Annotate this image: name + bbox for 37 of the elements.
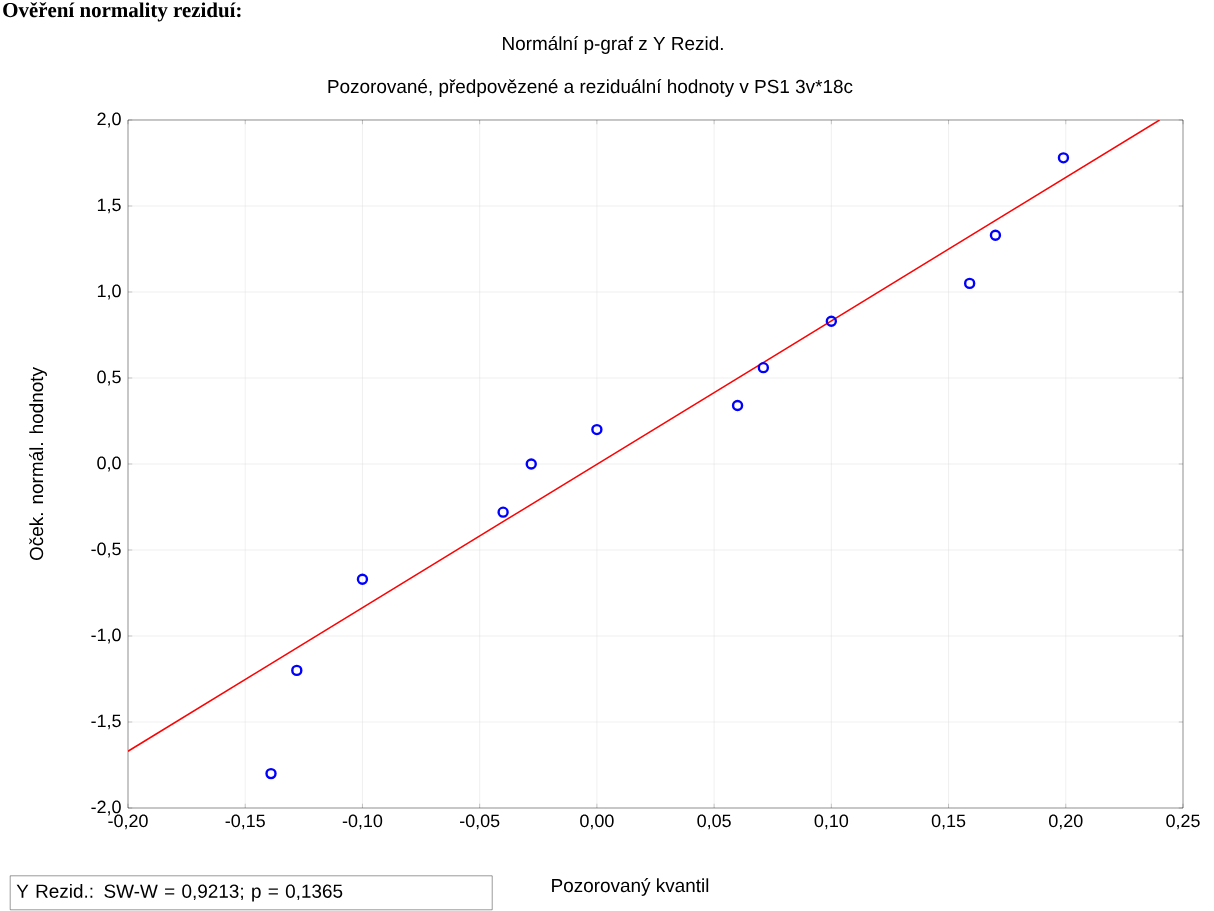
point — [757, 361, 770, 374]
x-tick-label: 0,00 — [580, 814, 614, 830]
point — [497, 506, 509, 518]
x-tick-label: -0,20 — [108, 814, 148, 830]
text: Y Rezid.: SW-W = 0,9213; p = 0,1365 — [16, 883, 343, 902]
y-tick-label: 0,0 — [97, 456, 121, 472]
x-tick-label: 0,15 — [931, 814, 966, 830]
chart-title: Normální p-graf z Y Rezid. — [503, 36, 723, 54]
x-axis-title: Pozorovaný kvantil — [552, 878, 709, 896]
y-tick-label: -1,0 — [91, 628, 121, 644]
y-tick-label: -2,0 — [91, 800, 121, 816]
y-tick-label: 0,5 — [97, 370, 121, 386]
chart-subtitle: Pozorované, předpovězené a reziduální hodnoty v PS1 3v*18c — [328, 79, 853, 97]
y-tick-label: -1,5 — [91, 714, 121, 730]
point — [356, 573, 369, 585]
y-tick-label: -0,5 — [91, 542, 121, 558]
y-tick-label: 1,5 — [97, 198, 121, 214]
x-tick-label: -0,10 — [342, 814, 383, 830]
x-tick-label: -0,15 — [225, 814, 265, 830]
x-tick-label: 0,10 — [814, 814, 849, 830]
point — [989, 229, 1002, 241]
point — [1057, 152, 1070, 164]
point — [265, 767, 277, 780]
point — [591, 423, 603, 436]
text: Ověření normality reziduí: — [3, 2, 241, 22]
x-tick-label: 0,05 — [697, 814, 731, 830]
y-tick-label: 1,0 — [97, 284, 121, 300]
y-axis-title: Oček. normál. hodnoty — [29, 367, 47, 561]
point — [963, 277, 976, 290]
point — [731, 399, 744, 412]
x-tick-label: -0,05 — [460, 814, 500, 830]
point — [291, 664, 303, 677]
x-tick-label: 0,25 — [1166, 814, 1200, 830]
point — [525, 458, 537, 470]
y-tick-label: 2,0 — [97, 112, 121, 128]
x-tick-label: 0,20 — [1049, 814, 1083, 830]
point — [825, 315, 838, 327]
